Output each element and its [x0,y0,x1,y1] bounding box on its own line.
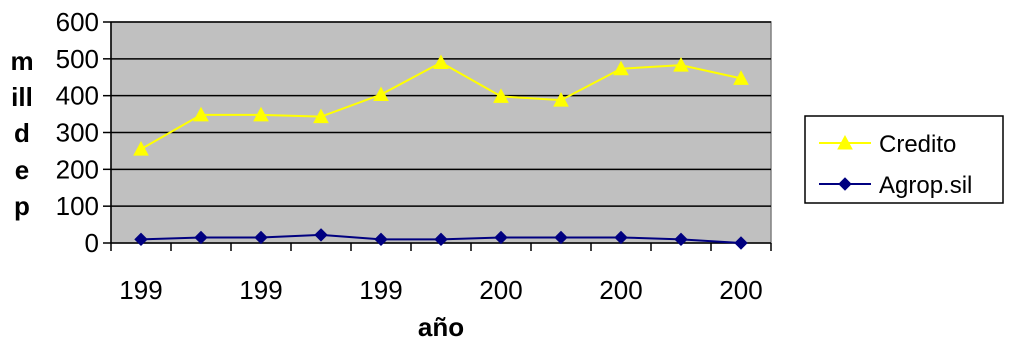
diamond-marker [314,228,328,242]
legend-label: Agrop.sil [879,172,972,199]
triangle-marker [733,70,749,85]
legend-label: Credito [879,131,956,158]
x-axis-title: año [418,312,464,342]
series-agrop-sil [134,228,748,250]
diamond-marker [838,177,852,191]
y-tick-label: 500 [56,44,99,74]
y-tick-label: 0 [85,228,99,258]
triangle-marker [373,86,389,102]
series-credito [133,54,749,156]
triangle-marker [433,54,449,70]
y-axis-title-line: p [14,191,30,221]
y-axis-title: m ill dep [10,46,33,221]
diamond-marker [614,230,628,245]
diamond-marker [554,230,568,245]
y-tick-label: 400 [56,81,99,111]
diamond-marker [254,230,268,245]
x-tick-label: 200 [599,275,642,305]
y-tick-label: 200 [56,154,99,184]
triangle-marker [613,60,629,76]
y-tick-label: 600 [56,7,99,37]
diamond-marker [134,232,148,247]
x-tick-label: 199 [359,275,402,305]
triangle-marker [493,88,509,103]
diamond-marker [374,232,388,247]
diamond-marker [494,230,508,245]
triangle-marker [837,134,853,150]
y-tick-label: 300 [56,118,99,148]
triangle-marker [133,141,149,156]
x-tick-label: 200 [719,275,762,305]
triangle-marker [313,108,329,124]
diamond-marker [434,232,448,247]
y-axis-title-line: d [14,118,30,148]
triangle-marker [673,57,689,72]
y-axis: 0 100 200 300 400 500 600 [56,7,112,258]
y-axis-title-line: e [15,155,29,185]
y-axis-title-line: ill [11,82,33,112]
y-axis-title-line: m [10,46,33,76]
diamond-marker [194,230,208,245]
legend-box [804,115,1004,204]
legend: Credito Agrop.sil [804,115,1004,204]
triangle-marker [193,106,209,122]
y-tick-label: 100 [56,191,99,221]
x-tick-label: 200 [479,275,522,305]
x-axis: 199 199 199 200 200 200 [110,242,772,305]
x-tick-label: 199 [239,275,282,305]
x-tick-label: 199 [119,275,162,305]
series-layer [133,54,749,250]
triangle-marker [253,106,269,122]
diamond-marker [674,232,688,247]
triangle-marker [553,92,569,107]
diamond-marker [734,236,748,250]
